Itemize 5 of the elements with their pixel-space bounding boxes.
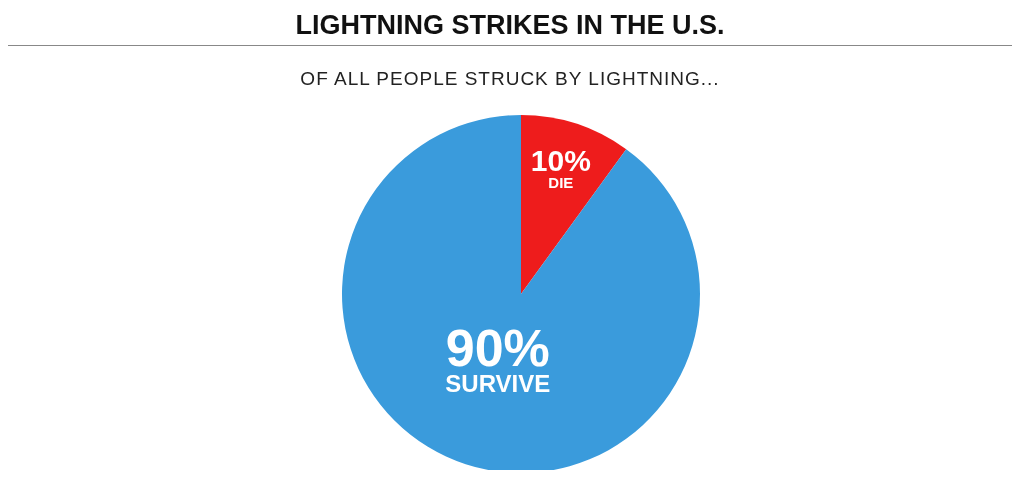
pie-slice: [521, 115, 627, 294]
chart-title: LIGHTNING STRIKES IN THE U.S.: [294, 10, 726, 41]
slice-label: SURVIVE: [445, 369, 551, 397]
chart-subtitle: OF ALL PEOPLE STRUCK BY LIGHTNING...: [299, 68, 721, 90]
pie-slice: [342, 115, 700, 470]
